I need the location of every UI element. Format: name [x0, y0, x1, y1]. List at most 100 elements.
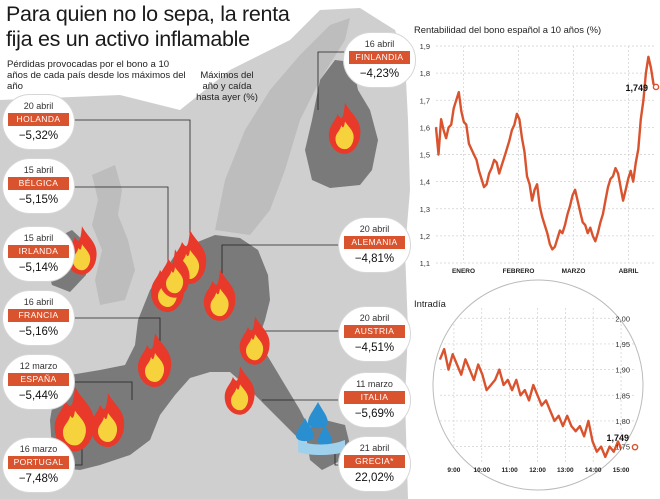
data-point	[539, 205, 541, 207]
data-point	[571, 194, 574, 196]
callout-value: −5,44%	[18, 390, 59, 402]
data-point	[561, 232, 564, 234]
callout-grecia: 21 abril GRECIA* 22,02%	[338, 436, 411, 492]
callout-country: PORTUGAL	[8, 456, 69, 469]
data-point	[507, 379, 509, 381]
data-point	[592, 440, 594, 443]
yield-chart-title: Rentabilidad del bono español a 10 años …	[414, 24, 602, 35]
callout-country: HOLANDA	[8, 113, 69, 126]
data-point	[453, 107, 455, 109]
data-point	[502, 384, 505, 386]
data-point	[478, 170, 480, 172]
callout-holanda: 20 abril HOLANDA −5,32%	[2, 94, 75, 150]
callout-country: AUSTRIA	[344, 325, 405, 338]
callout-date: 16 marzo	[19, 444, 58, 454]
data-point	[440, 118, 442, 120]
data-point	[442, 129, 445, 131]
data-point	[469, 369, 471, 371]
data-point	[536, 183, 538, 185]
data-point	[526, 175, 528, 177]
data-point	[534, 189, 536, 191]
data-point	[551, 248, 553, 251]
data-point	[602, 213, 604, 215]
callout-value: −7,48%	[18, 473, 59, 485]
callout-value: −5,14%	[18, 262, 59, 274]
data-point	[587, 420, 589, 422]
y-tick-label: 1,4	[420, 178, 430, 187]
x-tick-label: 12:00	[529, 467, 546, 474]
x-tick-label: 13:00	[557, 467, 574, 474]
data-point	[523, 151, 526, 153]
data-point	[477, 363, 479, 366]
data-point	[609, 178, 612, 180]
data-point	[460, 110, 462, 112]
last-value-label: 1,749	[625, 83, 648, 93]
data-point	[579, 210, 581, 213]
data-point	[501, 164, 503, 166]
callout-date: 11 marzo	[356, 379, 393, 389]
data-point	[435, 126, 437, 128]
intraday-plot	[438, 308, 636, 462]
y-tick-label: 1,7	[420, 96, 430, 105]
data-point	[613, 451, 615, 453]
y-tick-label: 1,8	[420, 69, 430, 78]
data-point	[546, 232, 548, 234]
callout-date: 20 abril	[23, 101, 54, 111]
data-point	[650, 67, 652, 69]
data-point	[480, 178, 483, 180]
x-tick-label: 9:00	[447, 467, 460, 474]
data-point	[519, 394, 522, 396]
data-point	[617, 440, 619, 443]
page-title: Para quien no lo sepa, la renta fija es …	[6, 2, 290, 51]
data-point	[635, 162, 637, 164]
flame-icon	[203, 269, 236, 321]
callout-irlanda: 15 abril IRLANDA −5,14%	[2, 226, 75, 282]
data-point	[536, 394, 539, 396]
callout-date: 16 abril	[23, 297, 54, 307]
data-point	[596, 451, 598, 453]
data-point	[473, 379, 475, 381]
x-tick-label: 14:00	[585, 467, 602, 474]
callout-date: 15 abril	[23, 233, 54, 243]
y-tick-label: 2,00	[615, 314, 630, 323]
x-tick-label: 11:00	[502, 467, 519, 474]
callout-espana: 12 marzo ESPAÑA −5,44%	[2, 354, 75, 410]
data-point	[556, 237, 558, 240]
callout-italia: 11 marzo ITALIA −5,69%	[338, 372, 411, 428]
y-tick-label: 1,75	[615, 443, 630, 452]
callout-country: ESPAÑA	[8, 373, 69, 386]
data-point	[577, 200, 579, 202]
callout-belgica: 15 abril BÉLGICA −5,15%	[2, 158, 75, 214]
data-point	[589, 227, 591, 229]
data-point	[642, 99, 644, 101]
callout-austria: 20 abril AUSTRIA −4,51%	[338, 306, 411, 362]
callout-country: ALEMANIA	[344, 236, 405, 249]
x-tick-label: ABRIL	[619, 268, 639, 275]
callout-value: −5,16%	[18, 326, 59, 338]
data-point	[450, 124, 452, 126]
data-point	[483, 186, 485, 188]
callout-value: −5,69%	[354, 408, 395, 420]
y-tick-label: 1,90	[615, 366, 630, 375]
data-point	[513, 124, 515, 126]
data-point	[570, 425, 573, 427]
y-tick-label: 1,85	[615, 391, 630, 400]
callout-date: 12 marzo	[19, 361, 58, 371]
page-subtitle: Pérdidas provocadas por el bono a 10 año…	[7, 59, 186, 92]
series-line	[434, 55, 657, 251]
callout-value: −5,15%	[18, 194, 59, 206]
y-tick-label: 1,9	[420, 42, 430, 51]
data-point	[599, 221, 601, 223]
data-point	[632, 181, 634, 183]
data-point	[604, 200, 607, 202]
data-point	[493, 159, 495, 161]
data-point	[584, 224, 586, 226]
last-value-marker	[631, 443, 639, 451]
data-point	[511, 389, 513, 391]
data-point	[494, 379, 496, 381]
callout-date: 21 abril	[359, 443, 390, 453]
data-point	[473, 153, 475, 156]
data-point	[579, 425, 581, 427]
y-tick-label: 1,3	[420, 205, 430, 214]
data-point	[619, 186, 622, 188]
